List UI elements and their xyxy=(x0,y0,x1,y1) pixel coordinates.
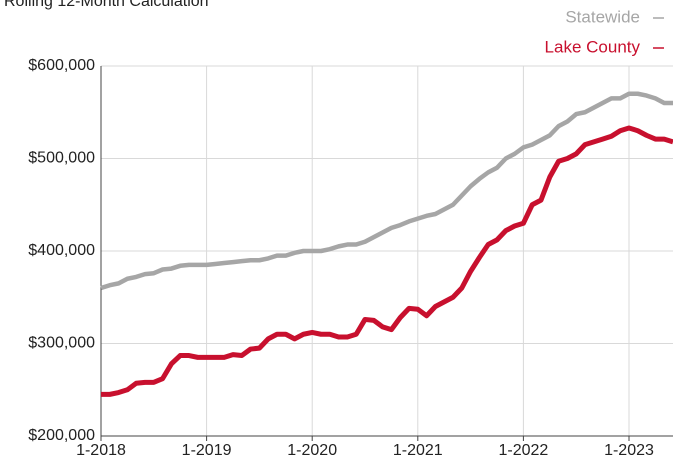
x-tick-label: 1-2023 xyxy=(604,442,654,459)
y-tick-label: $500,000 xyxy=(28,150,95,167)
y-tick-label: $200,000 xyxy=(28,427,95,444)
y-tick-label: $600,000 xyxy=(28,57,95,74)
y-tick-label: $300,000 xyxy=(28,335,95,352)
x-tick-label: 1-2021 xyxy=(393,442,443,459)
chart-title: Rolling 12-Month Calculation xyxy=(4,0,209,10)
x-tick-label: 1-2018 xyxy=(76,442,126,459)
x-tick-label: 1-2022 xyxy=(498,442,548,459)
series-line xyxy=(101,125,673,397)
x-tick-label: 1-2019 xyxy=(182,442,232,459)
legend-label: Statewide xyxy=(565,7,640,26)
legend-label: Lake County xyxy=(545,37,641,56)
series-line xyxy=(100,91,673,291)
y-tick-label: $400,000 xyxy=(28,242,95,259)
x-tick-label: 1-2020 xyxy=(287,442,337,459)
legend: Statewide Lake County xyxy=(545,7,664,56)
